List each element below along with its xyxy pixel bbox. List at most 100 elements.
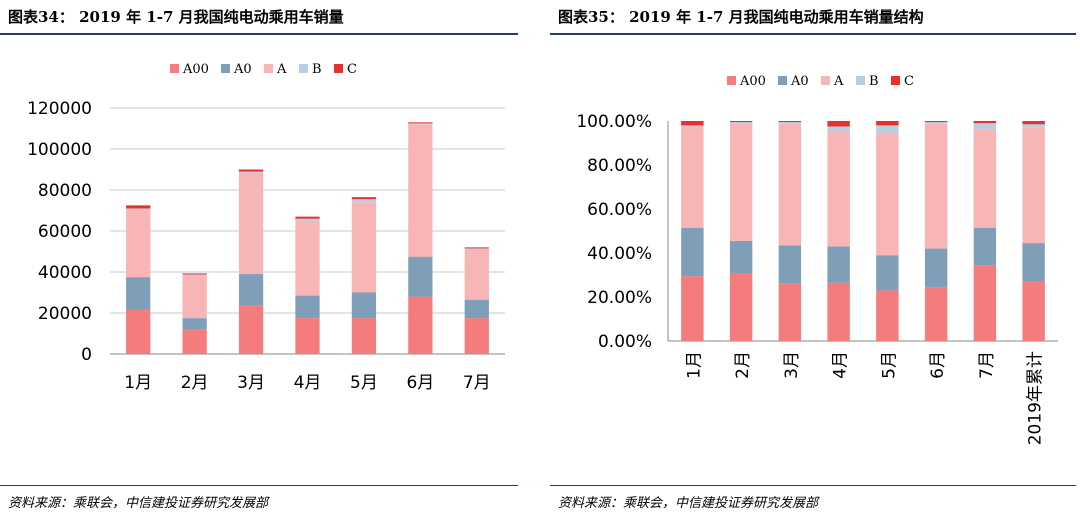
bar-segment-c	[778, 121, 802, 123]
chart-title: 图表34： 2019 年 1-7 月我国纯电动乘用车销量	[8, 8, 344, 26]
bar-segment-a0	[408, 256, 433, 297]
legend-swatch-a00	[170, 64, 179, 73]
bar-segment-a	[295, 220, 320, 296]
y-tick-label: 20000	[38, 304, 92, 324]
sales-volume-chart: A00 A0 A B C 0 20000 40000 60000 80000 100000 12000…	[27, 62, 505, 393]
bar-segment-c	[924, 121, 948, 123]
legend-swatch-a0	[778, 76, 787, 85]
sales-volume-panel: 图表34： 2019 年 1-7 月我国纯电动乘用车销量 A00 A0 A B C 0 20…	[0, 0, 530, 519]
bar-segment-b	[351, 199, 377, 203]
bar-segment-b	[876, 125, 899, 134]
y-tick-label: 100.00%	[576, 112, 652, 132]
bar-segment-c	[681, 121, 704, 126]
legend-swatch-b	[856, 76, 865, 85]
bar-segment-a	[827, 132, 850, 247]
legend-swatch-b	[299, 64, 308, 73]
legend-label-a00: A00	[739, 74, 766, 89]
bar-segment-a	[729, 123, 753, 241]
bar-segment-b	[1022, 124, 1045, 128]
bar-segment-a	[973, 129, 997, 228]
legend-label-a0: A0	[790, 74, 809, 89]
bar-segment-c	[464, 247, 489, 249]
x-tick-label: 4月	[294, 373, 322, 393]
y-tick-label: 80000	[38, 181, 92, 201]
bar-segment-a00	[827, 282, 850, 341]
x-tick-label: 1月	[684, 351, 704, 379]
y-tick-label: 60000	[38, 222, 92, 242]
bar-segment-a	[876, 133, 899, 256]
bar-segment-a0	[729, 240, 753, 274]
x-tick-label: 5月	[350, 373, 378, 393]
bar-segment-a0	[681, 227, 704, 277]
y-tick-label: 0	[81, 345, 92, 365]
sales-structure-chart: A00 A0 A B C 0.00% 20.00% 40.00% 60.00% 80.00% 100…	[576, 74, 1058, 445]
legend-label-a: A	[833, 74, 844, 89]
x-tick-label: 6月	[928, 351, 948, 379]
bar-segment-a00	[295, 318, 320, 354]
legend-swatch-a0	[221, 64, 230, 73]
bar-segment-a	[408, 124, 433, 257]
bar-segment-b	[827, 126, 850, 132]
bar-segment-a0	[973, 227, 997, 266]
bar-segment-a00	[681, 276, 704, 341]
bar-segment-a	[681, 126, 704, 228]
legend-swatch-a00	[727, 76, 736, 85]
bar-segment-c	[827, 121, 850, 127]
y-tick-label: 40.00%	[587, 244, 652, 264]
bar-segment-b	[182, 274, 207, 276]
bar-segment-a00	[924, 287, 948, 341]
y-tick-label: 20.00%	[587, 288, 652, 308]
legend-swatch-c	[334, 64, 343, 73]
bar-segment-a0	[126, 277, 151, 310]
x-tick-label: 4月	[831, 351, 851, 379]
bar-segment-c	[126, 205, 151, 209]
bar-segment-c	[1022, 121, 1045, 125]
legend-label-b: B	[869, 74, 879, 89]
bar-segment-a0	[778, 245, 802, 284]
bar-segment-a00	[973, 265, 997, 341]
bar-segment-a0	[464, 299, 489, 319]
sales-structure-panel: 图表35： 2019 年 1-7 月我国纯电动乘用车销量结构 A00 A0 A B C 0…	[550, 0, 1080, 519]
bar-segment-a	[1022, 127, 1045, 244]
legend-label-a00: A00	[182, 62, 209, 77]
bar-segment-a	[924, 123, 948, 249]
bar-segment-b	[681, 125, 704, 127]
bar-segment-b	[778, 122, 802, 124]
bar-segment-c	[729, 121, 753, 123]
y-tick-label: 100000	[27, 140, 92, 160]
bar-segment-a0	[182, 318, 207, 330]
x-tick-label: 7月	[463, 373, 491, 393]
y-tick-label: 0.00%	[598, 332, 652, 352]
bar-segment-b	[408, 123, 433, 125]
bar-segment-a00	[876, 290, 899, 341]
bar-segment-c	[351, 197, 377, 200]
bar-segment-a	[238, 172, 264, 275]
footer-rule	[0, 485, 518, 486]
bar-segment-a00	[729, 273, 753, 341]
bar-segment-a	[464, 249, 489, 300]
title-rule	[550, 33, 1076, 35]
bar-segment-a00	[126, 309, 151, 354]
bar-segment-b	[729, 122, 753, 124]
legend-label-a0: A0	[233, 62, 252, 77]
bar-segment-b	[924, 122, 948, 124]
legend-swatch-a	[821, 76, 830, 85]
x-tick-label: 2019年累计	[1026, 351, 1046, 445]
bar-segment-a0	[295, 295, 320, 319]
y-tick-label: 60.00%	[587, 200, 652, 220]
y-tick-label: 120000	[27, 99, 92, 119]
bar-segment-a0	[351, 292, 377, 319]
bar-segment-a00	[408, 296, 433, 354]
x-tick-label: 2月	[181, 373, 209, 393]
footer-rule	[550, 485, 1076, 486]
source-note: 资料来源：乘联会，中信建投证券研究发展部	[558, 496, 819, 511]
x-tick-label: 2月	[733, 351, 753, 379]
legend-swatch-c	[891, 76, 900, 85]
title-rule	[0, 33, 518, 35]
bar-segment-c	[238, 169, 264, 172]
bar-segment-a00	[1022, 281, 1045, 341]
bar-segment-a00	[351, 318, 377, 354]
x-tick-label: 7月	[977, 351, 997, 379]
bar-segment-a00	[464, 318, 489, 354]
x-tick-label: 1月	[124, 373, 152, 393]
